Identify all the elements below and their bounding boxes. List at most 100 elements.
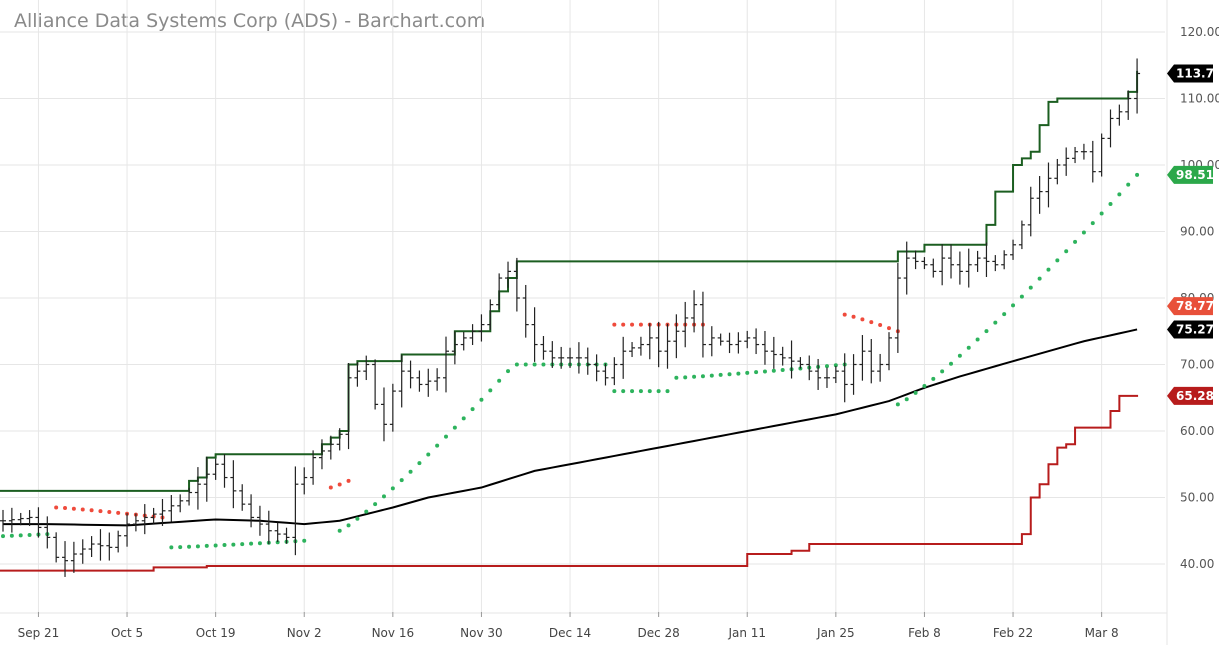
price-bar [744, 330, 751, 349]
price-bar [8, 507, 15, 533]
sar-point [860, 317, 865, 322]
sar-point [638, 389, 643, 394]
price-bar [301, 467, 308, 495]
sar-point [993, 320, 998, 325]
sar-point [1099, 211, 1104, 216]
sar-point [328, 485, 333, 490]
price-bar [549, 341, 556, 368]
y-tick-label: 60.00 [1180, 424, 1214, 438]
sar-point [249, 541, 254, 546]
y-tick-label: 110.00 [1180, 92, 1219, 106]
sar-point [745, 370, 750, 375]
price-bar [389, 383, 396, 432]
price-bar [823, 367, 830, 388]
sar-point [895, 402, 900, 407]
price-bar [318, 439, 325, 470]
price-bar [850, 354, 857, 395]
sar-point [656, 389, 661, 394]
sar-point [408, 469, 413, 474]
price-bar [230, 460, 237, 509]
price-bars [0, 58, 1141, 577]
price-bar [708, 326, 715, 357]
sar-point [771, 368, 776, 373]
price-bar [965, 248, 972, 288]
sar-point [337, 528, 342, 533]
price-bar [912, 250, 919, 270]
price-bar [221, 454, 228, 488]
price-bar [513, 257, 520, 312]
badge-label: 75.27 [1176, 322, 1214, 336]
sar-point [364, 509, 369, 514]
price-bar [487, 299, 494, 330]
price-bar [115, 530, 122, 553]
sar-point [718, 372, 723, 377]
price-bar [292, 466, 299, 556]
price-bar [877, 353, 884, 382]
sar-point [89, 508, 94, 513]
sar-point [27, 532, 32, 537]
price-bar [1089, 140, 1096, 183]
value-badge: 78.77 [1167, 297, 1214, 316]
price-bar [948, 244, 955, 279]
price-bar [79, 539, 86, 564]
sar-point [1073, 239, 1078, 244]
price-bar [434, 368, 441, 391]
sar-point [488, 388, 493, 393]
price-bar [97, 529, 104, 561]
price-bar [770, 336, 777, 369]
sar-point [169, 545, 174, 550]
x-tick-label: Jan 25 [816, 626, 855, 640]
badge-label: 113.76 [1176, 66, 1219, 80]
sar-point [532, 362, 537, 367]
price-bar [1072, 146, 1079, 164]
badge-label: 65.28 [1176, 389, 1214, 403]
sar-point [913, 390, 918, 395]
sar-point [461, 416, 466, 421]
sar-point [1028, 285, 1033, 290]
sar-point [984, 329, 989, 334]
sar-point [762, 369, 767, 374]
sar-point [621, 389, 626, 394]
price-bar [70, 541, 77, 573]
price-bar [531, 307, 538, 362]
price-bar [141, 504, 148, 535]
sar-point [399, 478, 404, 483]
badge-shape [1167, 64, 1213, 83]
price-bar [132, 513, 139, 532]
sar-point [1046, 267, 1051, 272]
sar-point [692, 374, 697, 379]
x-tick-label: Sep 21 [18, 626, 60, 640]
price-bar [1098, 133, 1105, 177]
price-bar [593, 354, 600, 382]
price-bar [567, 347, 574, 368]
price-bar [1063, 147, 1070, 176]
y-tick-label: 70.00 [1180, 358, 1214, 372]
x-tick-label: Oct 5 [111, 626, 143, 640]
lower-channel-line [0, 394, 1139, 572]
sar-point [754, 370, 759, 375]
price-bar [646, 323, 653, 360]
sar-point [621, 322, 626, 327]
sar-point [674, 375, 679, 380]
sar-point [231, 542, 236, 547]
badge-shape [1167, 165, 1213, 184]
price-bar [443, 336, 449, 393]
sar-point [833, 363, 838, 368]
price-bar [682, 301, 689, 348]
price-bar [478, 314, 485, 342]
price-bar [575, 342, 582, 374]
sar-point [71, 506, 76, 511]
chart-title: Alliance Data Systems Corp (ADS) - Barch… [14, 10, 486, 32]
price-bar [841, 353, 848, 403]
x-axis: Sep 21 Oct 5 Oct 19 Nov 2 Nov 16 Nov 30 Dec 14… [18, 612, 1119, 640]
price-bar [168, 495, 175, 522]
sar-point [373, 502, 378, 507]
price-bar [788, 340, 795, 379]
price-bar [35, 507, 42, 538]
price-bar [761, 330, 768, 365]
price-bar [691, 290, 698, 333]
price-bar [62, 541, 69, 577]
sar-point [346, 523, 351, 528]
value-badge: 75.27 [1167, 320, 1214, 339]
